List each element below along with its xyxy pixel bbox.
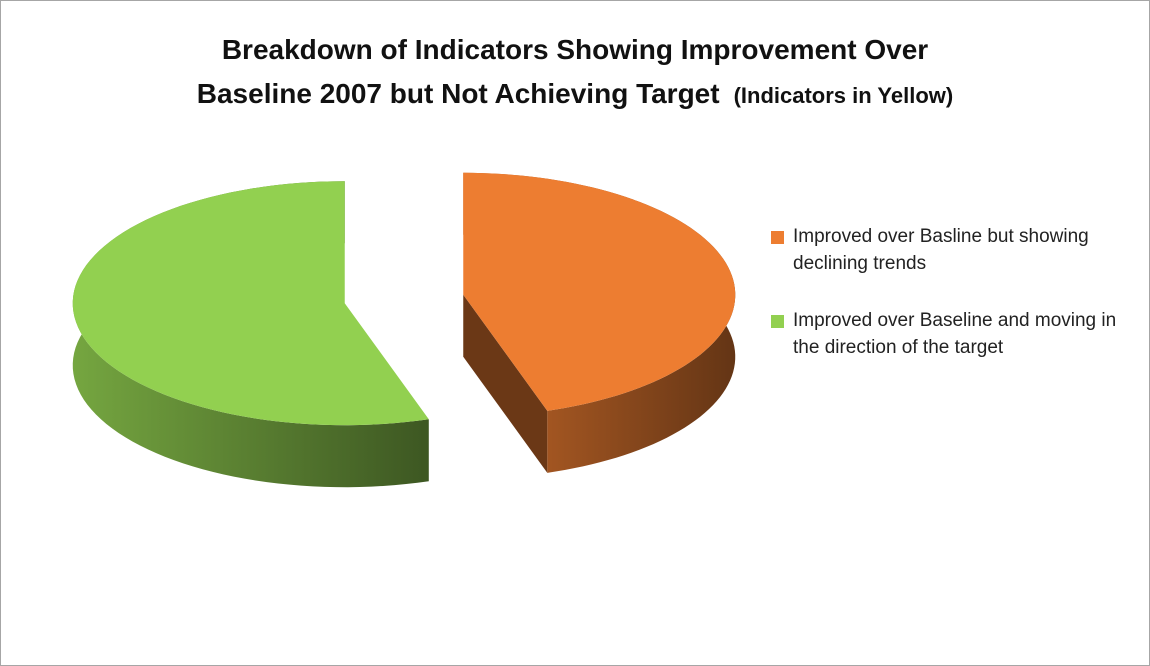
legend: Improved over Basline but showing declin… [769, 223, 1129, 391]
chart-title: Breakdown of Indicators Showing Improvem… [222, 34, 928, 65]
slice [463, 172, 736, 473]
slice-top [463, 172, 736, 411]
legend-swatch [771, 231, 784, 244]
slice-top [72, 181, 429, 426]
legend-item: Improved over Baseline and moving in the… [769, 307, 1129, 361]
legend-swatch [771, 315, 784, 328]
title-line: Baseline 2007 but Not Achieving Target [197, 78, 720, 109]
title-line: Breakdown of Indicators Showing Improvem… [222, 34, 928, 65]
slice [72, 181, 429, 488]
title-note: (Indicators in Yellow) [734, 83, 954, 108]
chart-title: Baseline 2007 but Not Achieving Target (I… [197, 78, 953, 109]
pie [72, 172, 736, 488]
legend-label: Improved over Baseline and moving in the… [793, 310, 1117, 358]
slice-face [463, 294, 548, 473]
legend-label: Improved over Basline but showing declin… [793, 226, 1089, 274]
legend-item: Improved over Basline but showing declin… [769, 223, 1129, 277]
